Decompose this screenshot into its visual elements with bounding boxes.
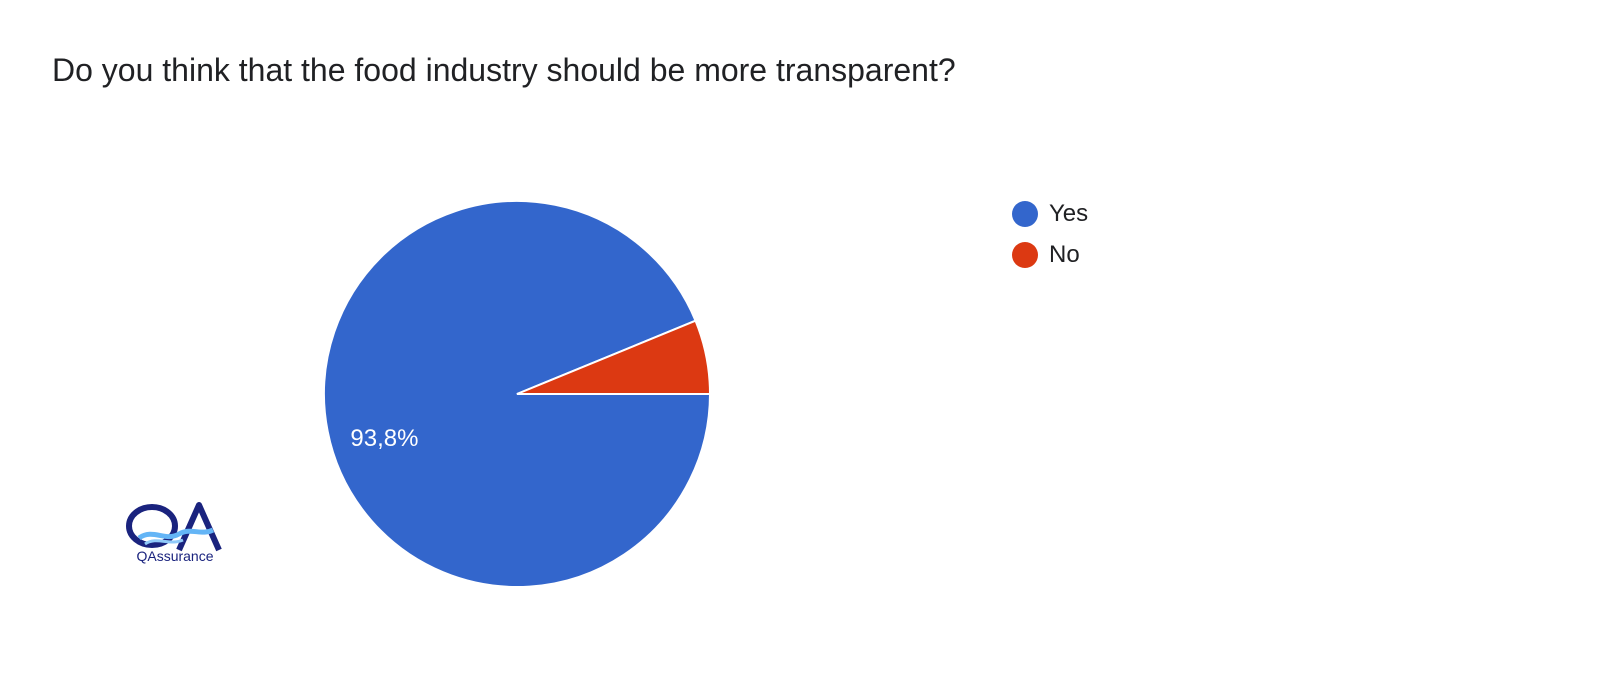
- pie-slice-no[interactable]: [516, 319, 712, 395]
- legend-swatch-no: [1012, 242, 1038, 268]
- data-label-yes: 93,8%: [350, 425, 418, 452]
- legend-label-no: No: [1049, 241, 1080, 268]
- legend-label-yes: Yes: [1049, 200, 1089, 227]
- qassurance-logo: QAssurance: [125, 502, 225, 566]
- legend-item-no[interactable]: No: [1012, 241, 1088, 269]
- chart-legend: Yes No: [1012, 200, 1088, 282]
- logo-text: QAssurance: [136, 548, 214, 564]
- legend-item-yes[interactable]: Yes: [1012, 200, 1088, 228]
- qa-logo-mark: [126, 502, 222, 552]
- chart-title: Do you think that the food industry shou…: [52, 52, 956, 88]
- legend-swatch-yes: [1012, 201, 1038, 227]
